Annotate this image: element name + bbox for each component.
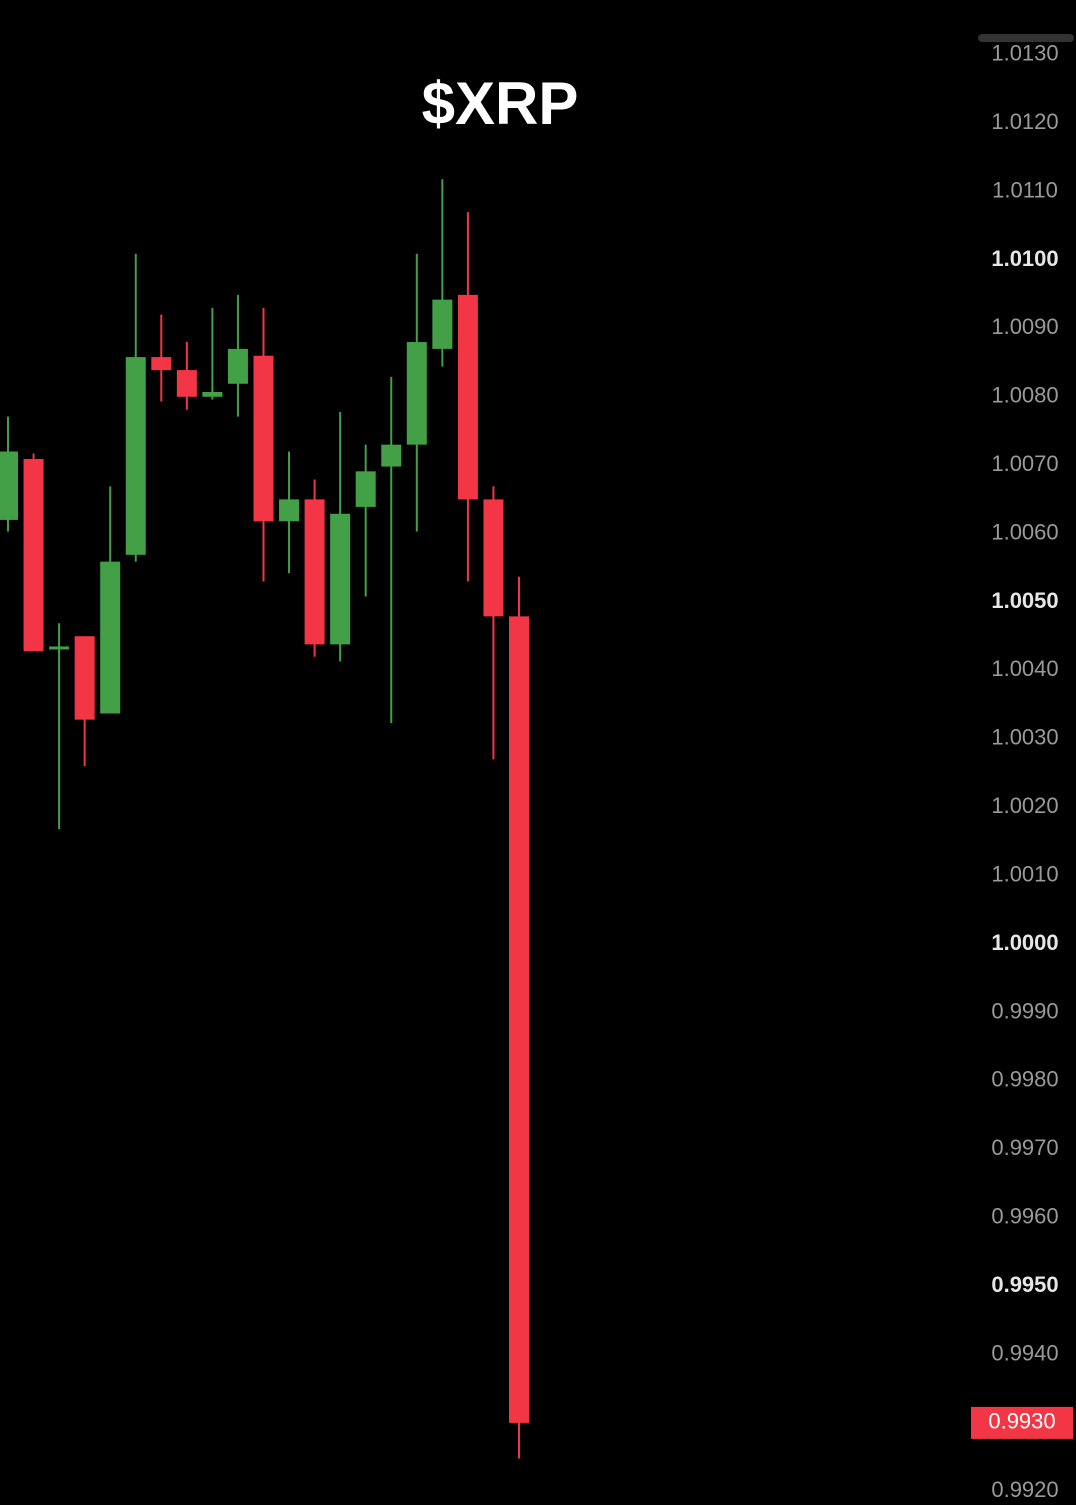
y-tick-label: 1.0110 xyxy=(992,177,1058,202)
y-tick-label: 1.0130 xyxy=(991,41,1058,66)
y-tick-label: 0.9950 xyxy=(991,1272,1058,1297)
y-tick-label: 1.0090 xyxy=(991,314,1058,339)
y-tick-label: 1.0010 xyxy=(991,861,1058,886)
y-tick-label: 1.0000 xyxy=(991,930,1058,955)
candle-body xyxy=(0,451,18,520)
candle-body xyxy=(432,299,453,349)
y-tick-label: 0.9990 xyxy=(991,998,1058,1023)
y-tick-label: 1.0020 xyxy=(991,793,1058,818)
candle-body xyxy=(330,513,351,645)
candle-body xyxy=(355,471,376,507)
y-tick-label: 0.9970 xyxy=(991,1135,1058,1160)
last-price-box xyxy=(971,1406,1073,1439)
y-tick-label: 1.0080 xyxy=(991,383,1058,408)
chart-title: $XRP xyxy=(422,70,579,137)
candle-body xyxy=(49,646,70,650)
y-tick-label: 1.0070 xyxy=(991,451,1058,476)
y-tick-label: 1.0060 xyxy=(991,519,1058,544)
candle-body xyxy=(202,391,223,397)
plot-area xyxy=(0,179,529,1459)
candle-body xyxy=(74,636,95,720)
y-tick-label: 1.0030 xyxy=(991,725,1058,750)
candle-body xyxy=(227,348,248,384)
candle-body xyxy=(457,294,478,500)
y-tick-label: 0.9940 xyxy=(991,1340,1058,1365)
candle-body xyxy=(381,444,402,467)
candle-body xyxy=(151,357,172,371)
y-tick-label: 1.0100 xyxy=(991,246,1058,271)
y-tick-label: 1.0120 xyxy=(991,109,1058,134)
candle-body xyxy=(23,459,44,652)
candle-body xyxy=(176,370,197,397)
candle-body xyxy=(253,355,274,522)
candle-body xyxy=(279,499,300,522)
candle-body xyxy=(100,561,121,714)
candle-body xyxy=(483,499,504,617)
last-price-label: 0.9930 xyxy=(988,1409,1055,1434)
y-tick-label: 1.0050 xyxy=(991,588,1058,613)
candle-body xyxy=(406,342,427,445)
candle-body xyxy=(125,357,146,555)
y-tick-label: 0.9960 xyxy=(991,1203,1058,1228)
y-tick-label: 0.9920 xyxy=(991,1477,1058,1502)
candle-body xyxy=(304,499,325,645)
scroll-handle xyxy=(978,34,1074,42)
candle-body xyxy=(509,616,529,1423)
y-tick-label: 0.9980 xyxy=(991,1067,1058,1092)
y-tick-label: 1.0040 xyxy=(991,656,1058,681)
